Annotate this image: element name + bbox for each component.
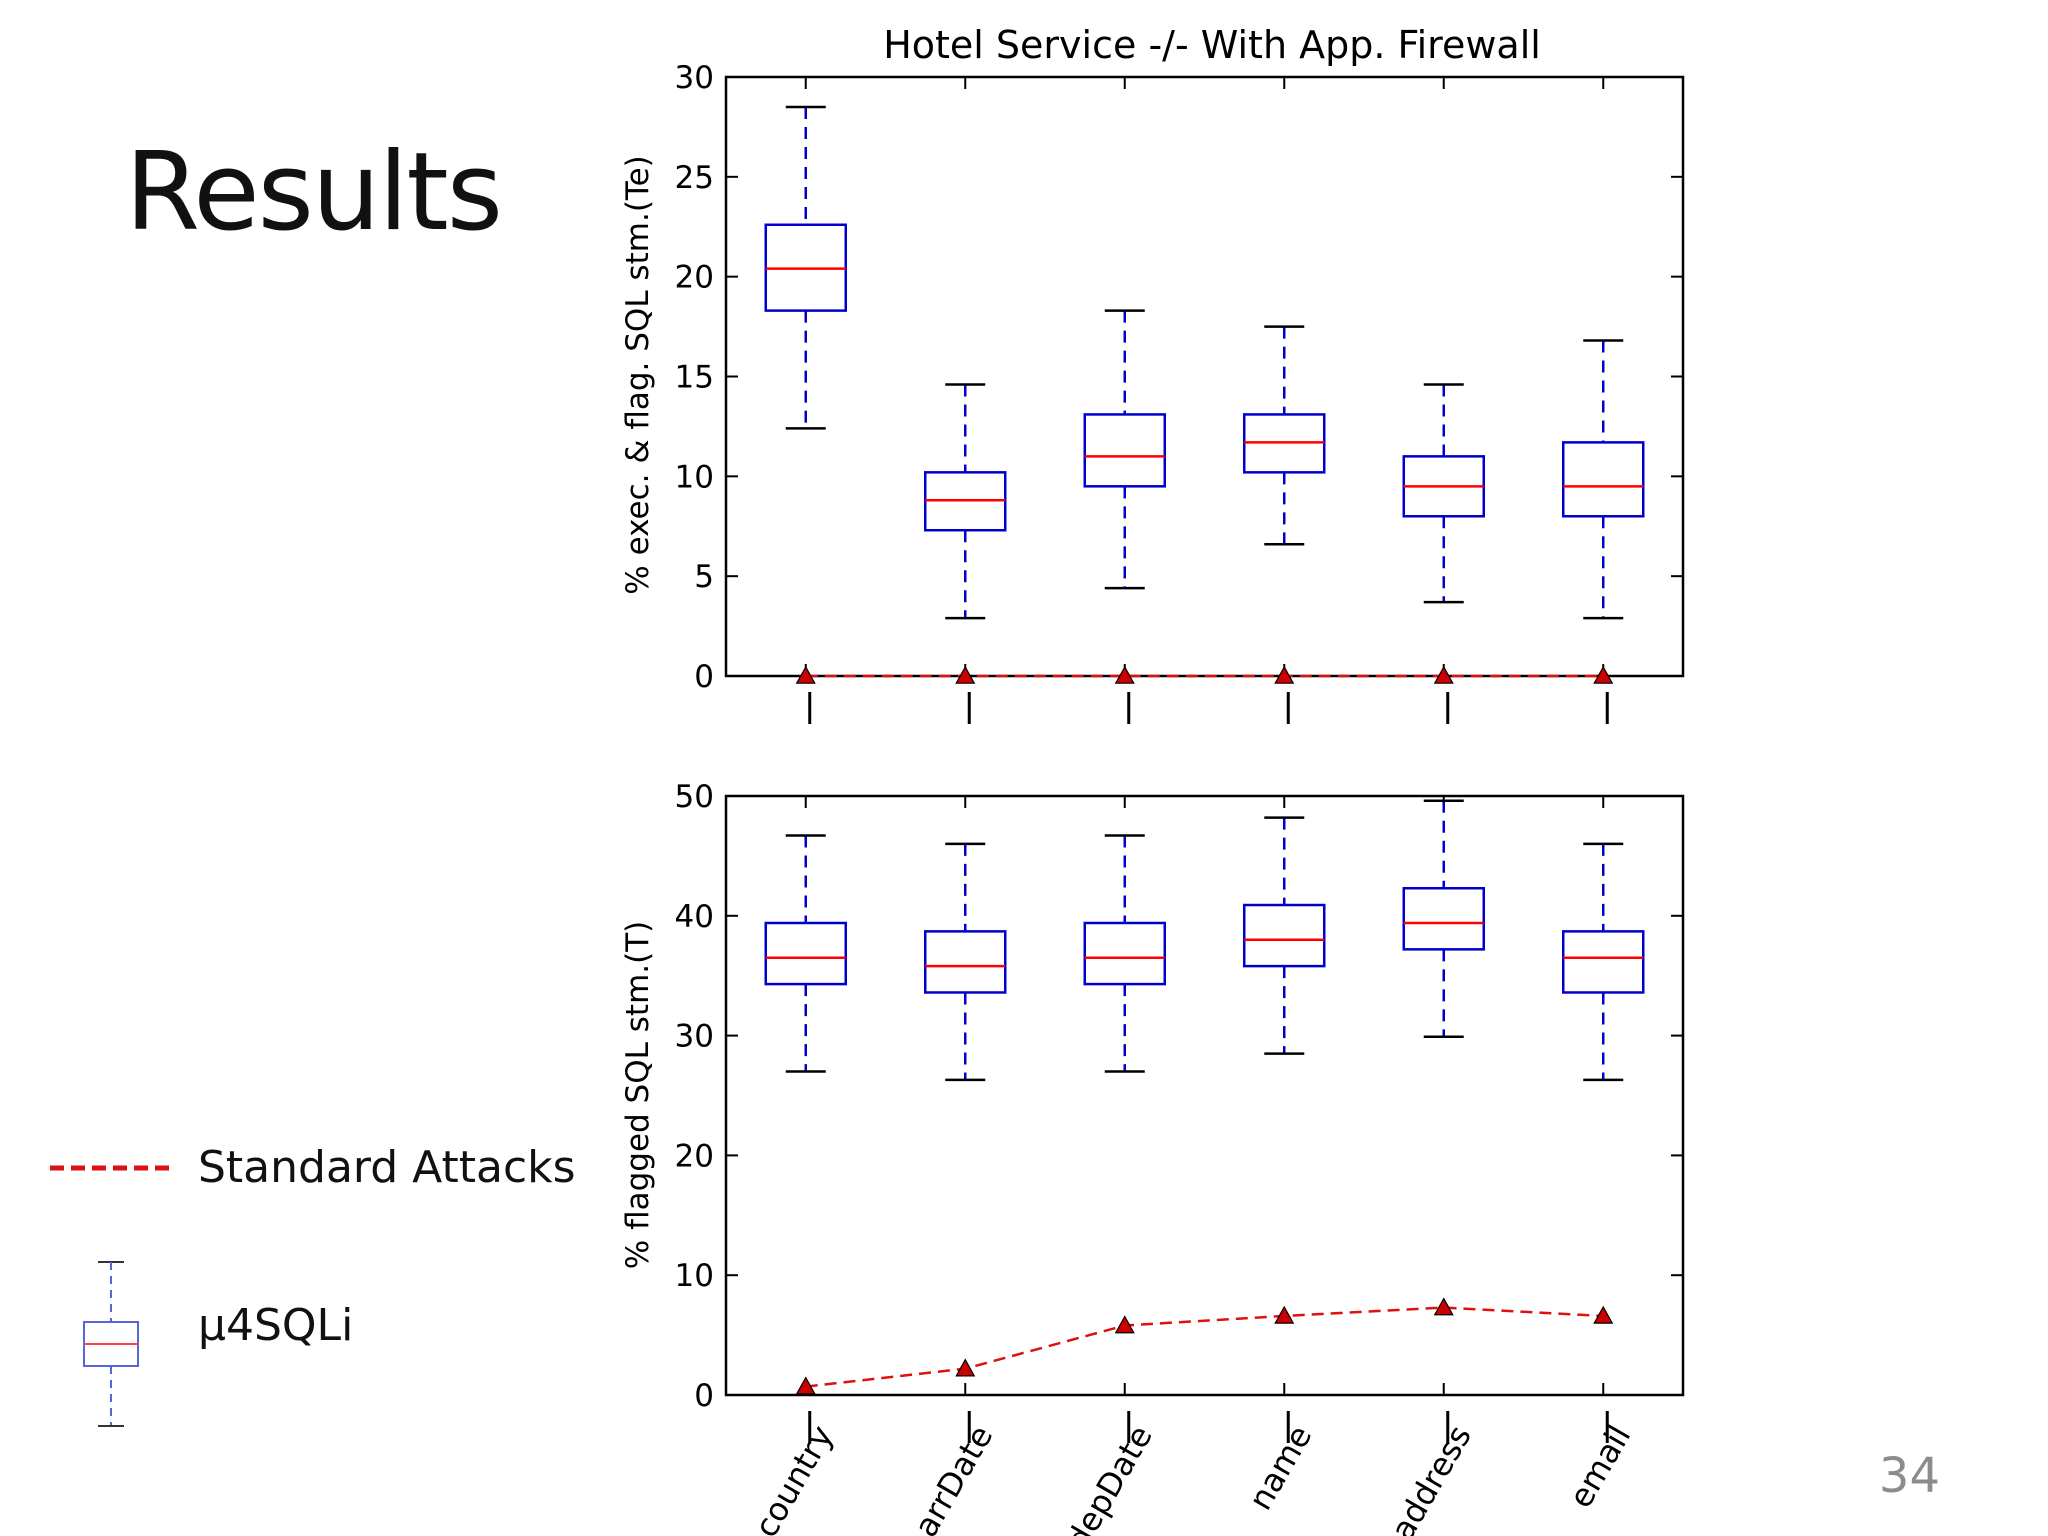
y-tick-label: 0 xyxy=(694,659,714,695)
plot-frame xyxy=(724,794,1685,1397)
standard-attacks-marker xyxy=(955,1358,976,1377)
box-email xyxy=(1562,842,1645,1082)
box-name xyxy=(1243,325,1326,546)
y-tick-label: 40 xyxy=(675,899,714,935)
standard-attacks-marker xyxy=(1114,665,1135,684)
slide-number: 34 xyxy=(1878,1448,1940,1504)
x-tick-label: depDate xyxy=(1059,1419,1160,1536)
y-tick-label: 50 xyxy=(675,779,714,815)
box-email xyxy=(1562,339,1645,620)
standard-attacks-marker xyxy=(1274,1305,1295,1324)
iqr-box xyxy=(764,921,847,986)
standard-attacks-marker xyxy=(1114,1315,1135,1334)
iqr-box xyxy=(1083,921,1166,986)
standard-attacks-marker xyxy=(795,1376,816,1395)
y-tick-label: 20 xyxy=(675,260,714,296)
plot-frame xyxy=(724,75,1685,678)
chart-title: Hotel Service -/- With App. Firewall xyxy=(883,23,1541,67)
iqr-box xyxy=(1402,886,1485,951)
y-tick-label: 20 xyxy=(675,1138,714,1174)
iqr-box xyxy=(924,930,1007,994)
iqr-box xyxy=(1083,413,1166,488)
y-tick-label: 15 xyxy=(675,360,714,396)
standard-attacks-marker xyxy=(1593,1305,1614,1324)
y-tick-label: 10 xyxy=(675,459,714,495)
box-address xyxy=(1402,799,1485,1039)
y-tick-label: 25 xyxy=(675,160,714,196)
standard-attacks-marker xyxy=(1433,1297,1454,1316)
y-tick-label: 30 xyxy=(675,1019,714,1055)
x-tick-label: email xyxy=(1561,1419,1638,1514)
iqr-box xyxy=(1562,930,1645,994)
iqr-box xyxy=(1243,903,1326,968)
y-tick-label: 10 xyxy=(675,1258,714,1294)
legend-box-swatch xyxy=(83,1261,139,1427)
x-tick-label: country xyxy=(747,1419,841,1536)
standard-attacks-marker xyxy=(1593,665,1614,684)
chart-top: Hotel Service -/- With App. Firewall % e… xyxy=(620,23,1685,724)
standard-attacks-marker xyxy=(955,665,976,684)
standard-attacks-marker xyxy=(1274,665,1295,684)
y-tick-label: 5 xyxy=(694,559,714,595)
slide-title: Results xyxy=(125,130,503,255)
box-depDate xyxy=(1083,309,1166,590)
box-address xyxy=(1402,383,1485,604)
x-tick-label: address xyxy=(1383,1419,1479,1536)
legend-standard-attacks-label: Standard Attacks xyxy=(198,1142,576,1193)
legend-box-label: μ4SQLi xyxy=(198,1300,354,1351)
box-arrDate xyxy=(924,842,1007,1082)
box-depDate xyxy=(1083,834,1166,1073)
standard-attacks-line xyxy=(805,1306,1604,1388)
standard-attacks-marker xyxy=(1433,665,1454,684)
box-country xyxy=(764,105,847,430)
x-tick-label: name xyxy=(1241,1419,1319,1517)
chart-bottom: % flagged SQL stm.(T) 0 10 20 30 40 50 country… xyxy=(620,779,1685,1536)
y-tick-label: 30 xyxy=(675,60,714,96)
box-country xyxy=(764,834,847,1073)
iqr-box xyxy=(1562,441,1645,518)
y-axis-label: % flagged SQL stm.(T) xyxy=(620,921,656,1269)
box-arrDate xyxy=(924,383,1007,620)
x-tick-label: arrDate xyxy=(907,1419,1001,1536)
standard-attacks-marker xyxy=(795,665,816,684)
box-name xyxy=(1243,816,1326,1055)
y-axis-label: % exec. & flag. SQL stm.(Te) xyxy=(620,155,656,594)
y-tick-label: 0 xyxy=(694,1378,714,1414)
